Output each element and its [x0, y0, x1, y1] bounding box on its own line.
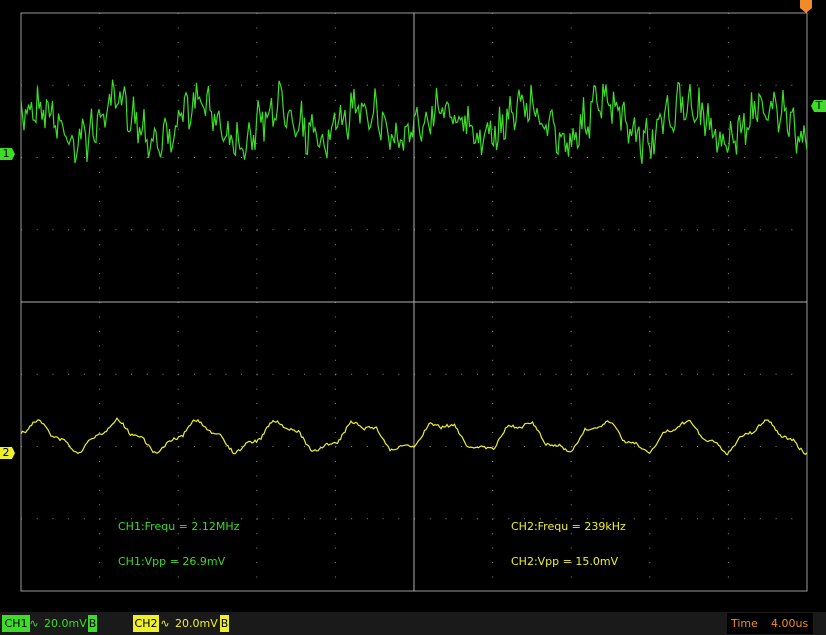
- ch1-bw: B: [89, 617, 97, 630]
- ch2-scale: 20.0mV: [175, 617, 218, 630]
- ch2-badge: [133, 615, 159, 632]
- ch2-trace: [20, 417, 808, 456]
- measurement: CH1:Frequ = 2.12MHz: [118, 520, 240, 533]
- trigger-marker: [811, 100, 826, 112]
- measurement: CH2:Vpp = 15.0mV: [511, 555, 619, 568]
- ch2-marker: [0, 447, 15, 459]
- status-bar: [0, 612, 826, 635]
- ch1-coupling: ∿: [29, 617, 38, 630]
- measurement: CH2:Frequ = 239kHz: [511, 520, 626, 533]
- ch1-scale: 20.0mV: [44, 617, 87, 630]
- trigger-position: [800, 0, 812, 13]
- ch1-bw-badge: [88, 615, 97, 632]
- ch1-marker: [0, 148, 15, 160]
- trigger-marker-label: T: [815, 99, 823, 112]
- ch1-badge: [2, 615, 30, 632]
- ch2-coupling: ∿: [160, 617, 169, 630]
- ch2-bw: B: [221, 617, 229, 630]
- time-label: Time: [730, 617, 758, 630]
- ch2-marker-label: 2: [3, 446, 10, 459]
- measurement: CH1:Vpp = 26.9mV: [118, 555, 226, 568]
- ch2-bw-badge: [220, 615, 229, 632]
- ch1-trace: [20, 79, 808, 164]
- time-box: [727, 613, 813, 634]
- ch2-label: CH2: [135, 617, 158, 630]
- ch1-marker-label: 1: [3, 147, 10, 160]
- time-value: 4.00us: [771, 617, 808, 630]
- ch1-label: CH1: [5, 617, 28, 630]
